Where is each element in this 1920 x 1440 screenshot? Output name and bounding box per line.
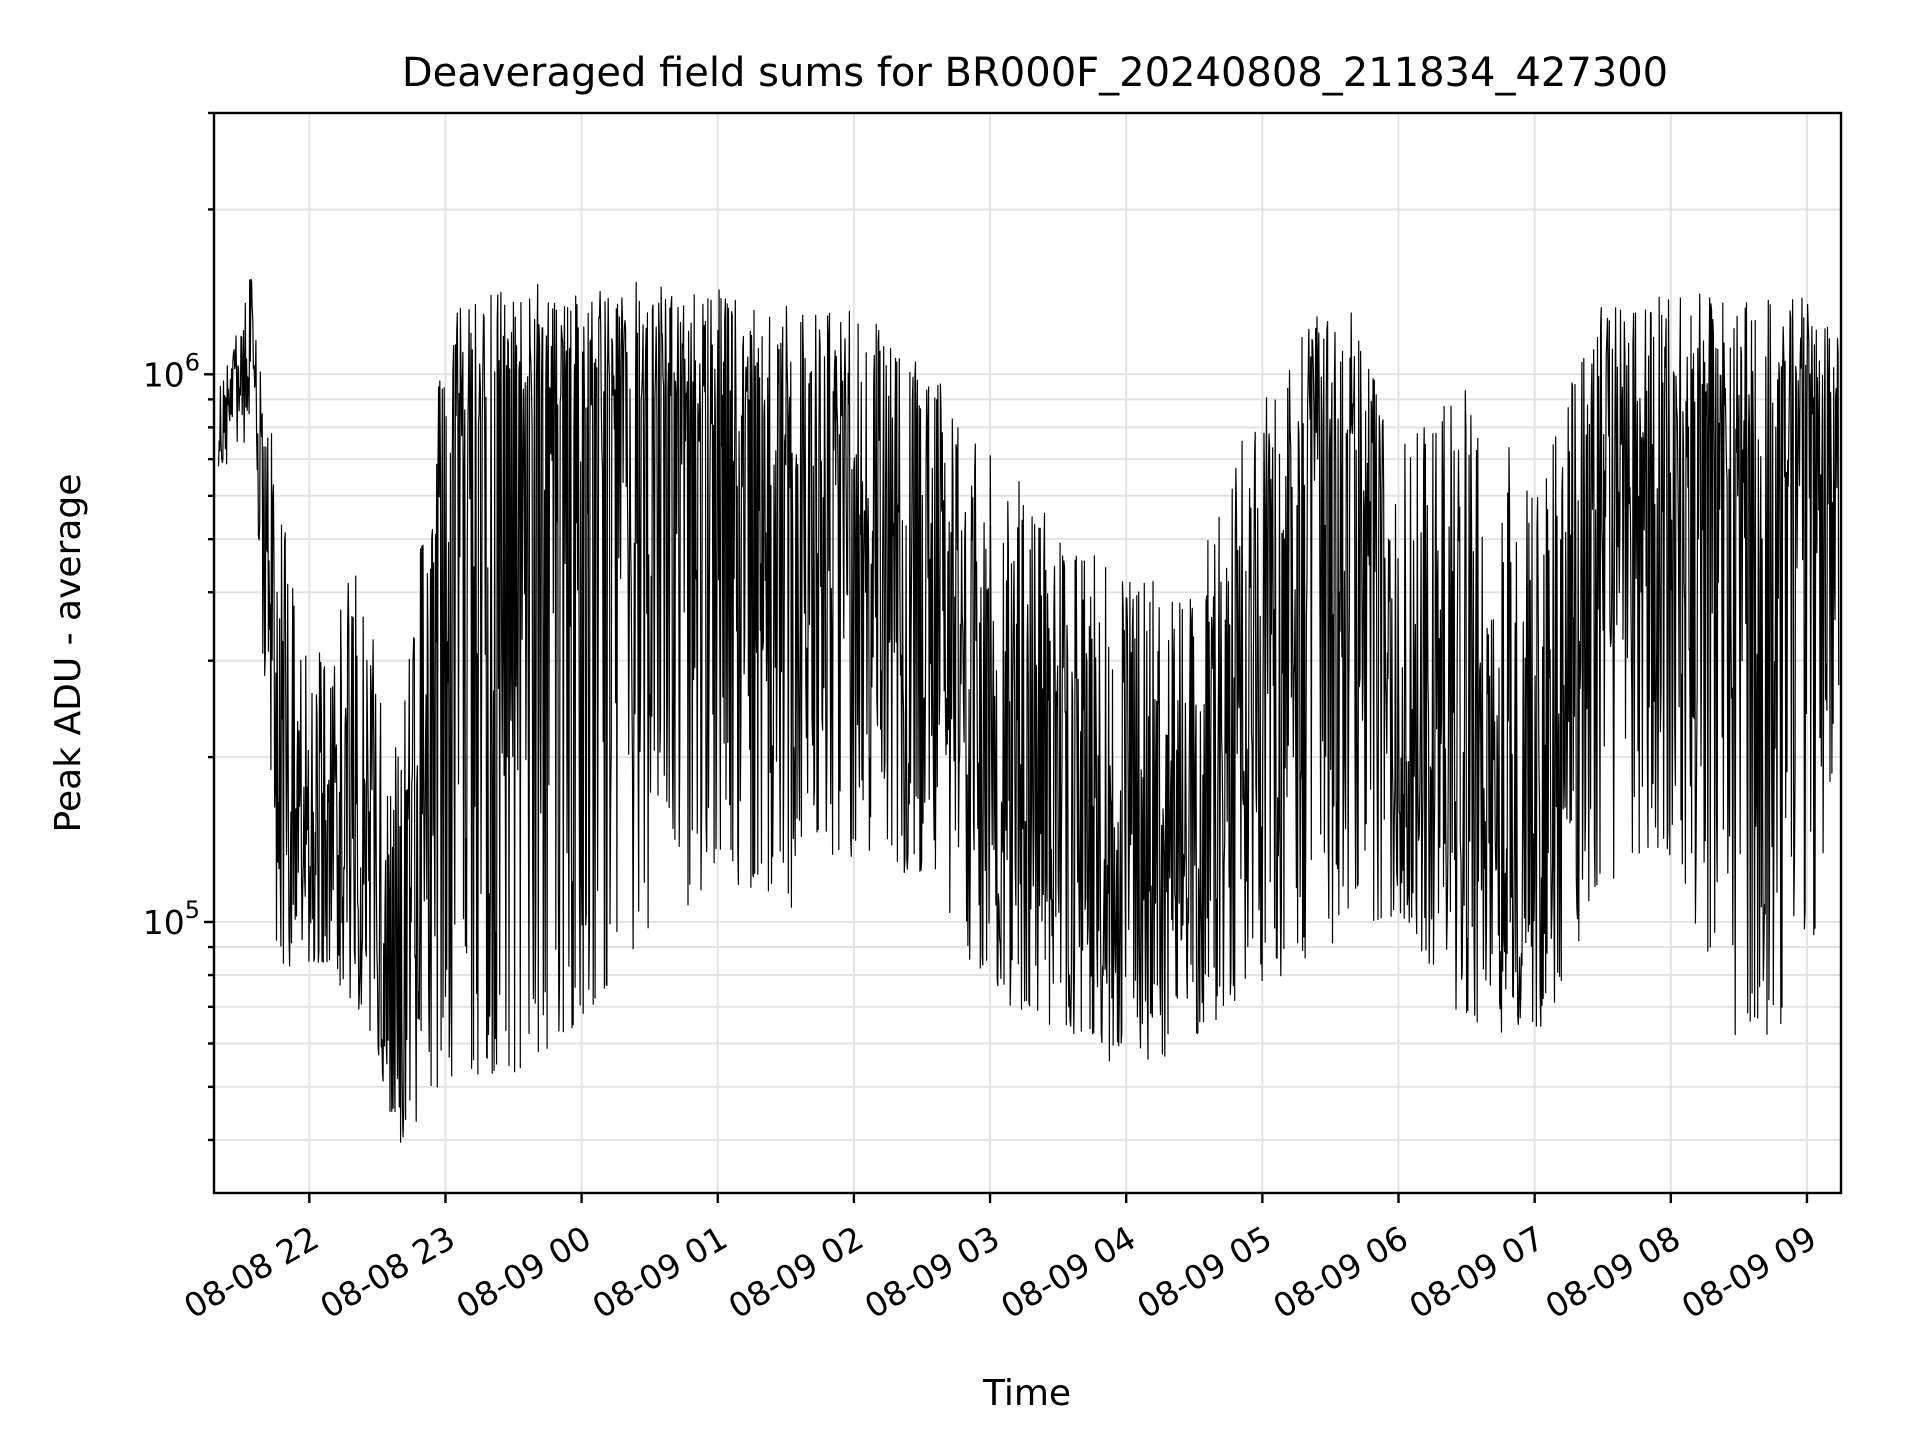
x-tick-label: 08-09 08 [1539,1218,1687,1326]
x-tick-label: 08-09 04 [994,1218,1142,1326]
y-tick-label-exponent: 6 [185,348,200,376]
chart-title: Deaveraged field sums for BR000F_2024080… [402,50,1668,96]
x-axis-label: Time [982,1373,1071,1414]
y-tick-label-base: 10 [143,903,185,942]
y-tick-label: 106 [143,348,200,394]
x-tick-label: 08-09 09 [1675,1218,1823,1326]
y-tick-label-exponent: 5 [185,896,200,924]
x-tick-label: 08-08 23 [313,1218,461,1326]
y-tick-label: 105 [143,896,200,942]
plot-area [217,278,1840,1143]
y-axis-label: Peak ADU - average [48,474,89,833]
plot-frame [212,111,1843,1195]
x-tick-label: 08-09 07 [1403,1218,1551,1326]
x-tick-label: 08-09 05 [1130,1218,1278,1326]
x-tick-label: 08-09 01 [586,1218,734,1326]
series-line [217,278,1840,1143]
x-tick-label: 08-09 02 [722,1218,870,1326]
x-tick-label: 08-09 03 [858,1218,1006,1326]
x-tick-label: 08-09 06 [1267,1218,1415,1326]
x-tick-label: 08-08 22 [177,1218,325,1326]
x-tick-label: 08-09 00 [450,1218,598,1326]
y-tick-label-base: 10 [143,355,185,394]
